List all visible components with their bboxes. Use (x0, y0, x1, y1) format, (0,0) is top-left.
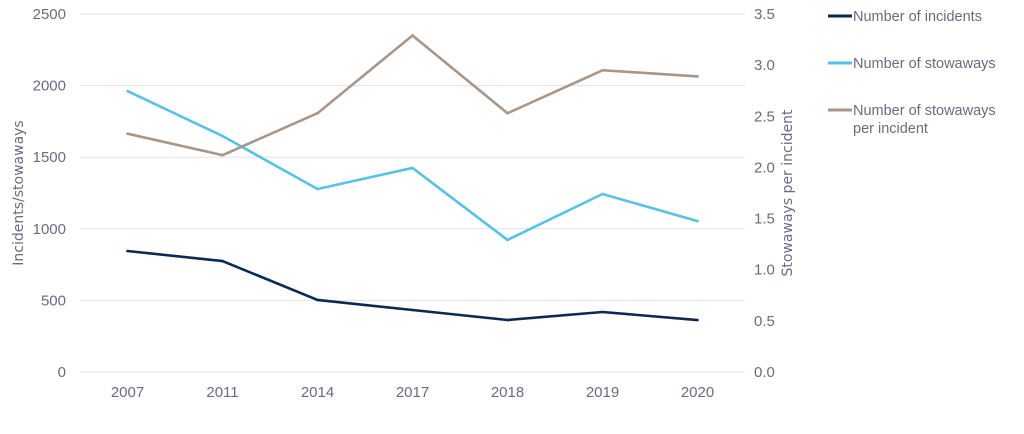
x-tick-label: 2007 (111, 384, 144, 401)
y-tick-label: 2000 (33, 78, 66, 95)
y2-tick-label: 3.0 (754, 57, 775, 74)
y2-tick-label: 0.5 (754, 313, 775, 330)
y-tick-label: 1500 (33, 149, 66, 166)
data-point (696, 219, 699, 223)
legend-label: Number of stowaways (853, 103, 996, 119)
series-line-2 (127, 34, 698, 157)
data-point (221, 259, 224, 263)
y2-tick-label: 3.5 (754, 6, 775, 23)
data-point (506, 318, 509, 322)
data-point (221, 134, 224, 138)
data-point (316, 298, 319, 302)
data-point (316, 187, 319, 191)
y2-axis-title: Stowaways per incident (780, 109, 796, 276)
y2-tick-label: 0.0 (754, 364, 775, 381)
x-tick-label: 2019 (586, 384, 619, 401)
data-point (601, 192, 604, 196)
legend-label: Number of stowaways (853, 56, 996, 72)
data-point (506, 238, 509, 242)
data-point (316, 111, 319, 115)
y2-tick-label: 2.5 (754, 108, 775, 125)
legend-label: Number of incidents (853, 9, 982, 25)
y-axis-title: Incidents/stowaways (11, 120, 27, 265)
data-point (601, 68, 604, 72)
x-tick-label: 2011 (206, 384, 238, 401)
series-line-1 (126, 89, 698, 242)
x-tick-label: 2017 (396, 384, 429, 401)
data-point (696, 75, 699, 78)
y-tick-label: 2500 (33, 6, 66, 23)
data-point (126, 132, 129, 135)
y2-tick-label: 1.5 (754, 211, 775, 228)
data-point (696, 318, 699, 322)
x-tick-label: 2020 (681, 384, 714, 401)
data-point (601, 310, 604, 314)
data-point (411, 166, 414, 170)
y-tick-label: 500 (41, 292, 66, 309)
data-point (506, 111, 509, 115)
x-tick-label: 2014 (301, 384, 334, 401)
data-point (126, 249, 129, 253)
data-point (126, 89, 129, 93)
y-tick-label: 0 (58, 364, 66, 381)
data-point (411, 308, 414, 312)
data-point (411, 34, 414, 37)
y2-tick-label: 2.0 (754, 159, 775, 176)
legend-label: per incident (853, 121, 928, 137)
x-tick-label: 2018 (491, 384, 524, 401)
data-point (221, 153, 224, 157)
y-tick-label: 1000 (33, 221, 66, 238)
y2-tick-label: 1.0 (754, 262, 775, 279)
